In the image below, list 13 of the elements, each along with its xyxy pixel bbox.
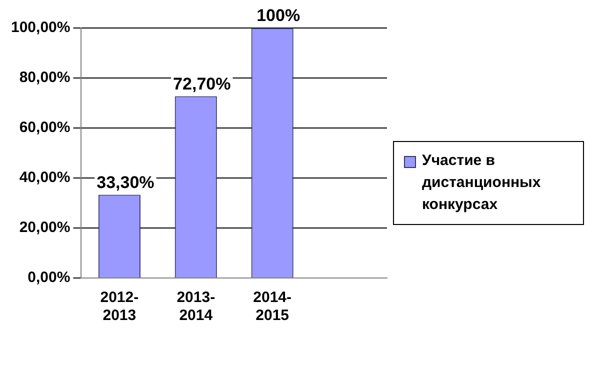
data-label: 72,70%	[173, 74, 231, 94]
y-tick-label: 40,00%	[19, 169, 70, 186]
data-label: 33,30%	[96, 172, 154, 192]
x-tick-label: 2013-2014	[176, 289, 216, 324]
y-tick-label: 60,00%	[19, 119, 70, 136]
y-tick-label: 20,00%	[19, 219, 70, 236]
x-tick-label: 2014-2015	[253, 289, 292, 324]
y-tick-label: 80,00%	[19, 69, 70, 86]
legend-label: Участие в дистанционных конкурсах	[422, 151, 542, 215]
x-tick-label: 2012-2013	[100, 289, 139, 324]
y-tick-label: 100,00%	[11, 19, 70, 36]
data-label: 100%	[256, 6, 300, 26]
y-tick-label: 0,00%	[28, 269, 70, 286]
